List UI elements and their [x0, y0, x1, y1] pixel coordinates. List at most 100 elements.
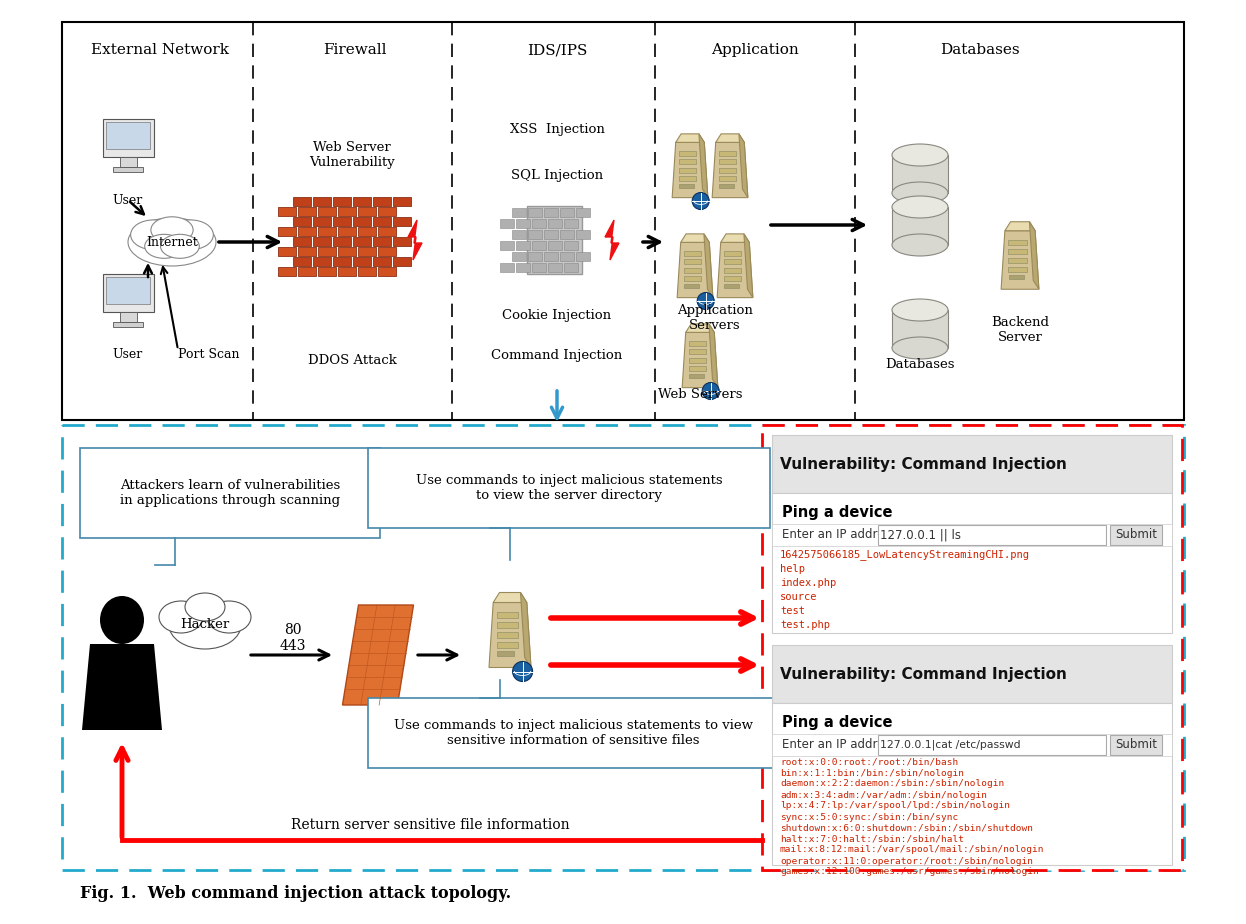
FancyBboxPatch shape	[293, 257, 312, 265]
Ellipse shape	[161, 235, 199, 259]
FancyBboxPatch shape	[684, 276, 701, 281]
FancyBboxPatch shape	[500, 241, 513, 250]
Text: Vulnerability: Command Injection: Vulnerability: Command Injection	[780, 666, 1067, 682]
FancyBboxPatch shape	[353, 217, 371, 225]
FancyBboxPatch shape	[527, 208, 542, 217]
Text: Databases: Databases	[885, 359, 954, 371]
FancyBboxPatch shape	[392, 197, 411, 205]
Text: mail:x:8:12:mail:/var/spool/mail:/sbin/nologin: mail:x:8:12:mail:/var/spool/mail:/sbin/n…	[780, 845, 1044, 855]
FancyBboxPatch shape	[532, 219, 546, 228]
Ellipse shape	[168, 220, 213, 249]
FancyBboxPatch shape	[378, 207, 396, 215]
FancyBboxPatch shape	[559, 208, 573, 217]
Text: Return server sensitive file information: Return server sensitive file information	[290, 818, 569, 832]
FancyBboxPatch shape	[773, 645, 1172, 703]
Ellipse shape	[892, 144, 948, 166]
Text: Use commands to inject malicious statements
to view the server directory: Use commands to inject malicious stateme…	[416, 474, 723, 502]
FancyBboxPatch shape	[719, 151, 736, 156]
Text: Web Servers: Web Servers	[658, 388, 743, 402]
FancyBboxPatch shape	[333, 237, 351, 246]
FancyBboxPatch shape	[373, 237, 391, 246]
FancyBboxPatch shape	[547, 219, 562, 228]
Text: IDS/IPS: IDS/IPS	[527, 43, 587, 57]
FancyBboxPatch shape	[719, 167, 736, 173]
FancyBboxPatch shape	[892, 310, 948, 348]
FancyBboxPatch shape	[298, 207, 316, 215]
FancyBboxPatch shape	[338, 227, 356, 236]
FancyBboxPatch shape	[527, 230, 542, 239]
Text: sync:x:5:0:sync:/sbin:/bin/sync: sync:x:5:0:sync:/sbin:/bin/sync	[780, 812, 958, 821]
FancyBboxPatch shape	[318, 207, 336, 215]
FancyBboxPatch shape	[392, 217, 411, 225]
Polygon shape	[493, 592, 527, 602]
Polygon shape	[82, 644, 162, 730]
Text: Enter an IP address:: Enter an IP address:	[782, 529, 901, 541]
FancyBboxPatch shape	[559, 230, 573, 239]
FancyBboxPatch shape	[368, 698, 778, 768]
FancyBboxPatch shape	[358, 267, 376, 275]
Text: Submit: Submit	[1115, 529, 1158, 541]
Polygon shape	[606, 220, 619, 260]
Ellipse shape	[892, 182, 948, 204]
FancyBboxPatch shape	[773, 703, 1172, 865]
Ellipse shape	[693, 192, 709, 210]
Text: index.php: index.php	[780, 578, 836, 588]
FancyBboxPatch shape	[892, 155, 948, 193]
Polygon shape	[720, 234, 749, 242]
FancyBboxPatch shape	[278, 267, 297, 275]
FancyBboxPatch shape	[333, 217, 351, 225]
FancyBboxPatch shape	[512, 208, 526, 217]
FancyBboxPatch shape	[724, 276, 741, 281]
FancyBboxPatch shape	[773, 524, 1172, 546]
FancyBboxPatch shape	[293, 197, 312, 205]
Text: bin:x:1:1:bin:/bin:/sbin/nologin: bin:x:1:1:bin:/bin:/sbin/nologin	[780, 769, 964, 777]
Polygon shape	[704, 234, 713, 298]
FancyBboxPatch shape	[278, 227, 297, 236]
FancyBboxPatch shape	[102, 274, 153, 312]
FancyBboxPatch shape	[679, 176, 697, 181]
FancyBboxPatch shape	[313, 257, 331, 265]
FancyBboxPatch shape	[298, 227, 316, 236]
FancyBboxPatch shape	[333, 197, 351, 205]
FancyBboxPatch shape	[102, 119, 153, 157]
Polygon shape	[672, 142, 708, 198]
FancyBboxPatch shape	[679, 184, 694, 188]
Polygon shape	[677, 242, 713, 298]
FancyBboxPatch shape	[313, 217, 331, 225]
Text: adm:x:3:4:adm:/var/adm:/sbin/nologin: adm:x:3:4:adm:/var/adm:/sbin/nologin	[780, 791, 987, 799]
FancyBboxPatch shape	[724, 268, 741, 273]
FancyBboxPatch shape	[878, 735, 1106, 755]
Text: test.php: test.php	[780, 620, 830, 630]
FancyBboxPatch shape	[773, 734, 1172, 756]
FancyBboxPatch shape	[1008, 258, 1027, 263]
FancyBboxPatch shape	[689, 349, 706, 354]
FancyBboxPatch shape	[313, 237, 331, 246]
FancyBboxPatch shape	[679, 159, 697, 164]
FancyBboxPatch shape	[318, 227, 336, 236]
Ellipse shape	[151, 217, 193, 243]
FancyBboxPatch shape	[1110, 735, 1163, 755]
FancyBboxPatch shape	[547, 241, 562, 250]
Text: games:x:12:100:games:/usr/games:/sbin/nologin: games:x:12:100:games:/usr/games:/sbin/no…	[780, 868, 1039, 877]
FancyBboxPatch shape	[333, 257, 351, 265]
Ellipse shape	[892, 299, 948, 321]
Text: Use commands to inject malicious statements to view
sensitive information of sen: Use commands to inject malicious stateme…	[394, 719, 753, 747]
Ellipse shape	[512, 662, 532, 682]
FancyBboxPatch shape	[62, 425, 1184, 870]
FancyBboxPatch shape	[878, 525, 1106, 545]
FancyBboxPatch shape	[689, 358, 706, 363]
FancyBboxPatch shape	[724, 250, 741, 256]
Text: Application
Servers: Application Servers	[677, 304, 753, 332]
FancyBboxPatch shape	[719, 184, 734, 188]
FancyBboxPatch shape	[512, 252, 526, 261]
Polygon shape	[521, 592, 531, 667]
FancyBboxPatch shape	[679, 151, 697, 156]
FancyBboxPatch shape	[892, 207, 948, 245]
Text: Internet: Internet	[146, 236, 198, 249]
Text: 127.0.0.1|cat /etc/passwd: 127.0.0.1|cat /etc/passwd	[880, 740, 1020, 750]
Ellipse shape	[100, 596, 145, 644]
Text: SQL Injection: SQL Injection	[511, 168, 603, 181]
FancyBboxPatch shape	[373, 197, 391, 205]
FancyBboxPatch shape	[378, 247, 396, 256]
FancyBboxPatch shape	[120, 157, 137, 167]
